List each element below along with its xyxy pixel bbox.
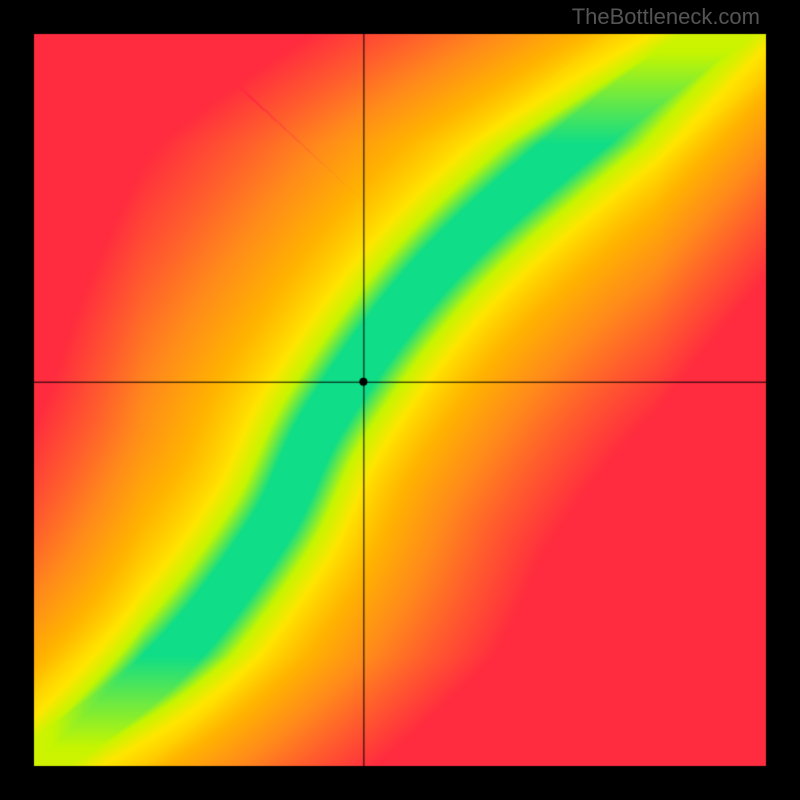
bottleneck-heatmap: TheBottleneck.com xyxy=(0,0,800,800)
heatmap-canvas xyxy=(0,0,800,800)
watermark-label: TheBottleneck.com xyxy=(572,4,760,30)
